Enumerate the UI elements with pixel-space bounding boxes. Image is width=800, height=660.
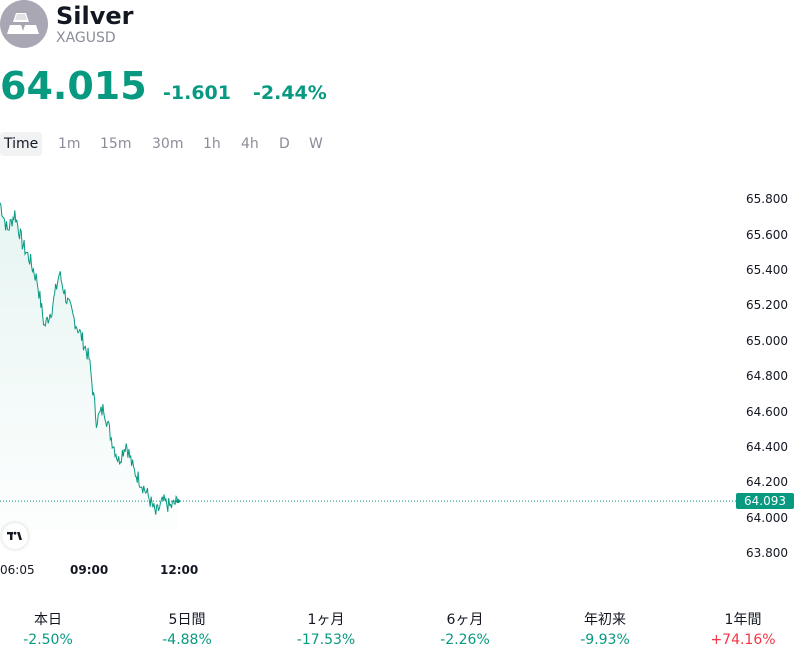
perf-1y[interactable]: 1年間 +74.16%	[693, 612, 793, 650]
perf-value: -4.88%	[162, 632, 212, 648]
perf-label: 年初来	[584, 612, 626, 628]
y-tick-label: 64.600	[746, 405, 788, 419]
silver-bars-icon	[7, 13, 39, 34]
y-tick-label: 64.400	[746, 440, 788, 454]
perf-value: +74.16%	[710, 632, 776, 648]
tab-15m[interactable]: 15m	[100, 136, 132, 152]
x-tick-label: 06:05	[0, 563, 35, 577]
last-price-dot	[176, 499, 180, 504]
price-line	[0, 202, 179, 515]
last-price: 64.015	[0, 64, 147, 108]
tab-time[interactable]: Time	[0, 132, 43, 156]
symbol-name: Silver	[56, 2, 134, 30]
y-tick-label: 65.800	[746, 192, 788, 206]
x-tick-label: 09:00	[70, 563, 109, 577]
symbol-avatar	[0, 0, 48, 48]
y-tick-label: 65.600	[746, 228, 788, 242]
perf-label: 1年間	[724, 612, 762, 628]
y-tick-label: 65.400	[746, 263, 788, 277]
tab-w[interactable]: W	[309, 136, 323, 152]
tab-30m[interactable]: 30m	[152, 136, 184, 152]
perf-5d[interactable]: 5日間 -4.88%	[137, 612, 237, 650]
perf-value: -17.53%	[296, 632, 356, 648]
perf-label: 1ヶ月	[307, 612, 345, 628]
tab-4h[interactable]: 4h	[241, 136, 259, 152]
perf-label: 本日	[34, 612, 62, 628]
price-area-fill	[0, 202, 178, 530]
perf-ytd[interactable]: 年初来 -9.93%	[555, 612, 655, 650]
last-price-tag: 64.093	[736, 493, 794, 509]
y-tick-label: 65.200	[746, 298, 788, 312]
price-change-percent: -2.44%	[253, 82, 327, 104]
tab-d[interactable]: D	[279, 136, 290, 152]
y-tick-label: 64.800	[746, 369, 788, 383]
perf-label: 5日間	[168, 612, 206, 628]
y-tick-label: 63.800	[746, 546, 788, 560]
perf-1d[interactable]: 本日 -2.50%	[0, 612, 98, 650]
y-tick-label: 64.200	[746, 475, 788, 489]
perf-label: 6ヶ月	[446, 612, 484, 628]
perf-1m[interactable]: 1ヶ月 -17.53%	[276, 612, 376, 650]
perf-value: -2.26%	[440, 632, 490, 648]
perf-value: -9.93%	[580, 632, 630, 648]
y-tick-label: 65.000	[746, 334, 788, 348]
tab-1m[interactable]: 1m	[58, 136, 81, 152]
tab-1h[interactable]: 1h	[203, 136, 221, 152]
price-change: -1.601	[163, 82, 231, 104]
perf-value: -2.50%	[23, 632, 73, 648]
symbol-ticker: XAGUSD	[56, 30, 116, 46]
perf-6m[interactable]: 6ヶ月 -2.26%	[415, 612, 515, 650]
tradingview-logo[interactable]	[2, 523, 28, 549]
x-tick-label: 12:00	[160, 563, 199, 577]
y-tick-label: 64.000	[746, 511, 788, 525]
tradingview-logo-icon	[7, 531, 22, 540]
